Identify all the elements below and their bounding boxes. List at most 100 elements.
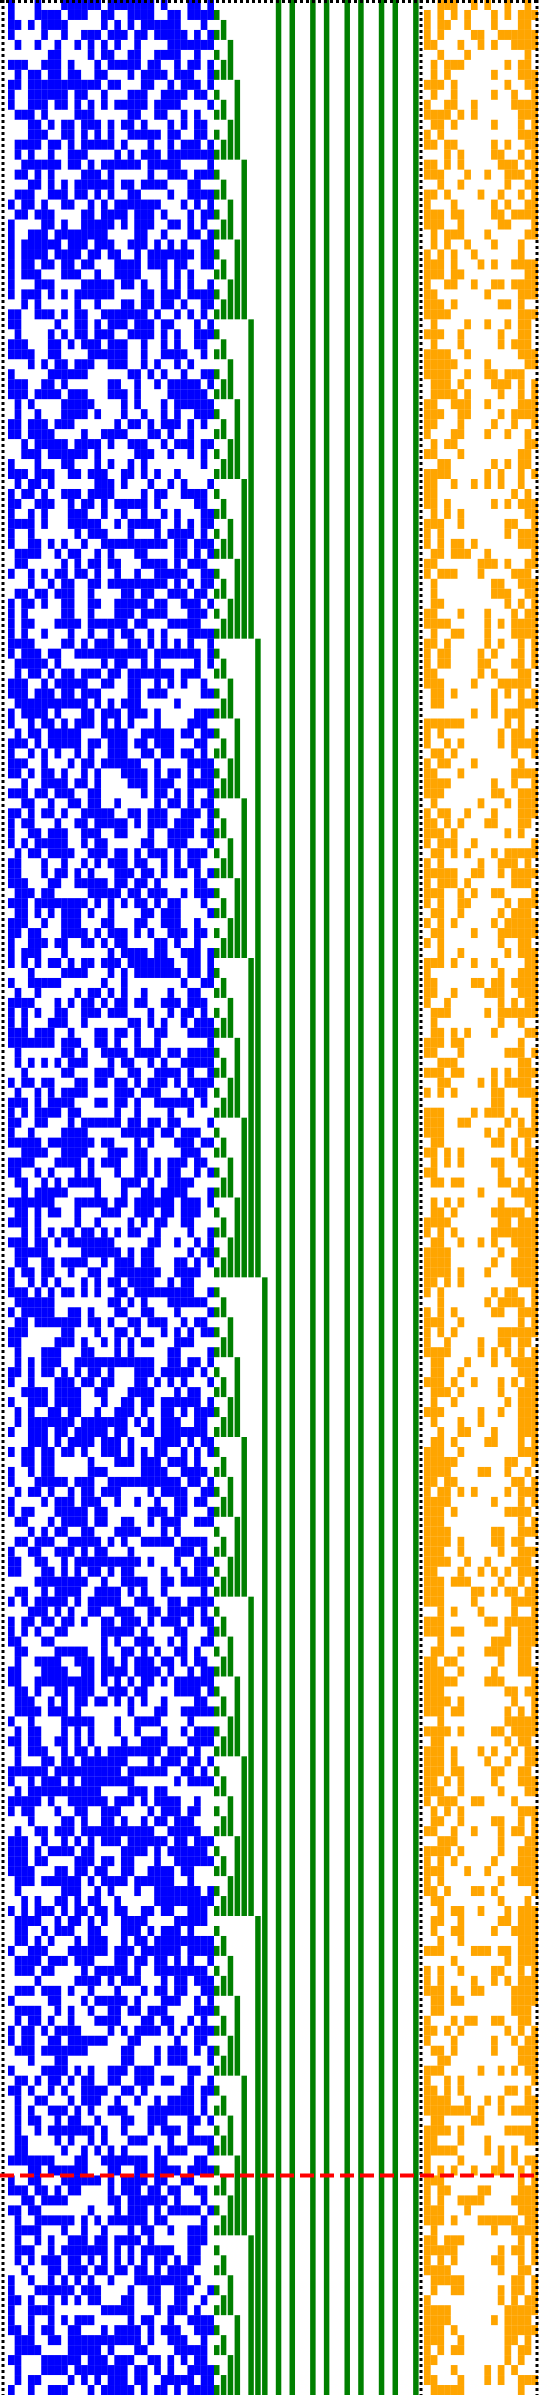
random-bits-cell	[200, 1566, 208, 1577]
random-bits-cell	[187, 1686, 195, 1697]
random-bits-cell	[207, 2205, 214, 2216]
random-bits-cell	[160, 109, 168, 120]
counter-bit-bar	[214, 1866, 220, 1877]
random-bits-cell	[180, 838, 188, 849]
random-bits-cell	[167, 239, 175, 250]
random-bits-cell	[21, 1327, 28, 1338]
random-bits-cell	[74, 1955, 82, 1966]
random-bits-cell	[74, 878, 82, 889]
random-bits-cell	[107, 2385, 115, 2395]
random-bits-cell	[87, 1167, 95, 1178]
random-bits-cell	[120, 1556, 128, 1567]
random-bits-cell	[67, 469, 75, 479]
sparse-bits-cell	[450, 269, 458, 280]
random-bits-cell	[107, 758, 115, 769]
random-bits-cell	[67, 1586, 75, 1597]
random-bits-cell	[114, 79, 121, 90]
random-bits-cell	[200, 1656, 208, 1667]
random-bits-cell	[154, 728, 161, 739]
random-bits-cell	[81, 508, 88, 519]
random-bits-cell	[14, 888, 22, 899]
random-bits-cell	[114, 319, 121, 330]
random-bits-cell	[8, 1027, 15, 1038]
sparse-bits-cell	[524, 808, 532, 819]
random-bits-cell	[74, 2245, 82, 2256]
random-bits-cell	[101, 1756, 108, 1767]
random-bits-cell	[8, 1197, 15, 1208]
counter-bit-bar	[214, 1147, 220, 1158]
random-bits-cell	[140, 2215, 148, 2226]
random-bits-cell	[8, 878, 15, 889]
sparse-bits-cell	[517, 528, 525, 539]
random-bits-cell	[34, 2175, 42, 2186]
random-bits-cell	[194, 1077, 201, 1088]
random-bits-cell	[120, 948, 128, 958]
random-bits-cell	[200, 1606, 208, 1617]
random-bits-cell	[187, 149, 195, 160]
counter-bit-bar	[220, 259, 227, 280]
random-bits-cell	[200, 728, 208, 739]
random-bits-cell	[200, 309, 208, 320]
random-bits-cell	[154, 199, 161, 210]
random-bits-cell	[147, 2235, 155, 2246]
random-bits-cell	[41, 1027, 48, 1038]
random-bits-cell	[120, 2295, 128, 2306]
random-bits-cell	[174, 1337, 181, 1348]
random-bits-cell	[67, 2375, 75, 2386]
random-bits-cell	[34, 409, 42, 420]
sparse-bits-cell	[450, 59, 458, 70]
random-bits-cell	[114, 1357, 121, 1368]
random-bits-cell	[114, 1267, 121, 1278]
random-bits-cell	[194, 1995, 201, 2006]
random-bits-cell	[154, 878, 161, 889]
random-bits-cell	[207, 518, 214, 529]
random-bits-cell	[160, 279, 168, 290]
sparse-bits-cell	[457, 399, 465, 410]
sparse-bits-cell	[450, 279, 458, 290]
counter-bit-bar	[214, 2385, 220, 2395]
random-bits-cell	[34, 2215, 42, 2226]
sparse-bits-cell	[504, 369, 512, 380]
random-bits-cell	[14, 1826, 22, 1837]
random-bits-cell	[14, 758, 22, 769]
random-bits-cell	[14, 39, 22, 50]
sparse-bits-cell	[437, 379, 445, 390]
random-bits-cell	[107, 1556, 115, 1567]
random-bits-cell	[8, 1636, 15, 1647]
counter-bit-bar	[220, 299, 227, 320]
random-bits-cell	[87, 1556, 95, 1567]
random-bits-cell	[147, 748, 155, 759]
sparse-bits-cell	[437, 778, 445, 789]
random-bits-cell	[134, 638, 141, 649]
random-bits-cell	[154, 1117, 161, 1128]
random-bits-cell	[114, 1097, 121, 1108]
random-bits-cell	[14, 558, 22, 569]
random-bits-cell	[41, 79, 48, 90]
random-bits-cell	[194, 997, 201, 1008]
random-bits-cell	[34, 1207, 42, 1218]
random-bits-cell	[154, 249, 161, 260]
random-bits-cell	[87, 119, 95, 130]
random-bits-cell	[147, 1616, 155, 1627]
random-bits-cell	[120, 2355, 128, 2366]
random-bits-cell	[127, 588, 135, 599]
random-bits-cell	[200, 628, 208, 639]
sparse-bits-cell	[424, 429, 431, 440]
counter-bit-bar	[227, 1077, 234, 1118]
random-bits-cell	[147, 2125, 155, 2136]
random-bits-cell	[14, 688, 22, 699]
sparse-bits-cell	[517, 399, 525, 410]
random-bits-cell	[21, 59, 28, 70]
sparse-bits-cell	[517, 119, 525, 130]
random-bits-cell	[134, 918, 141, 929]
counter-bit-bar	[227, 758, 234, 799]
sparse-bits-cell	[450, 568, 458, 579]
sparse-bits-cell	[517, 598, 525, 609]
random-bits-cell	[160, 1197, 168, 1208]
random-bits-cell	[207, 1886, 214, 1897]
random-bits-cell	[134, 9, 141, 20]
random-bits-cell	[27, 1955, 35, 1966]
random-bits-cell	[61, 728, 68, 739]
random-bits-cell	[74, 1746, 82, 1757]
random-bits-cell	[14, 2295, 22, 2306]
